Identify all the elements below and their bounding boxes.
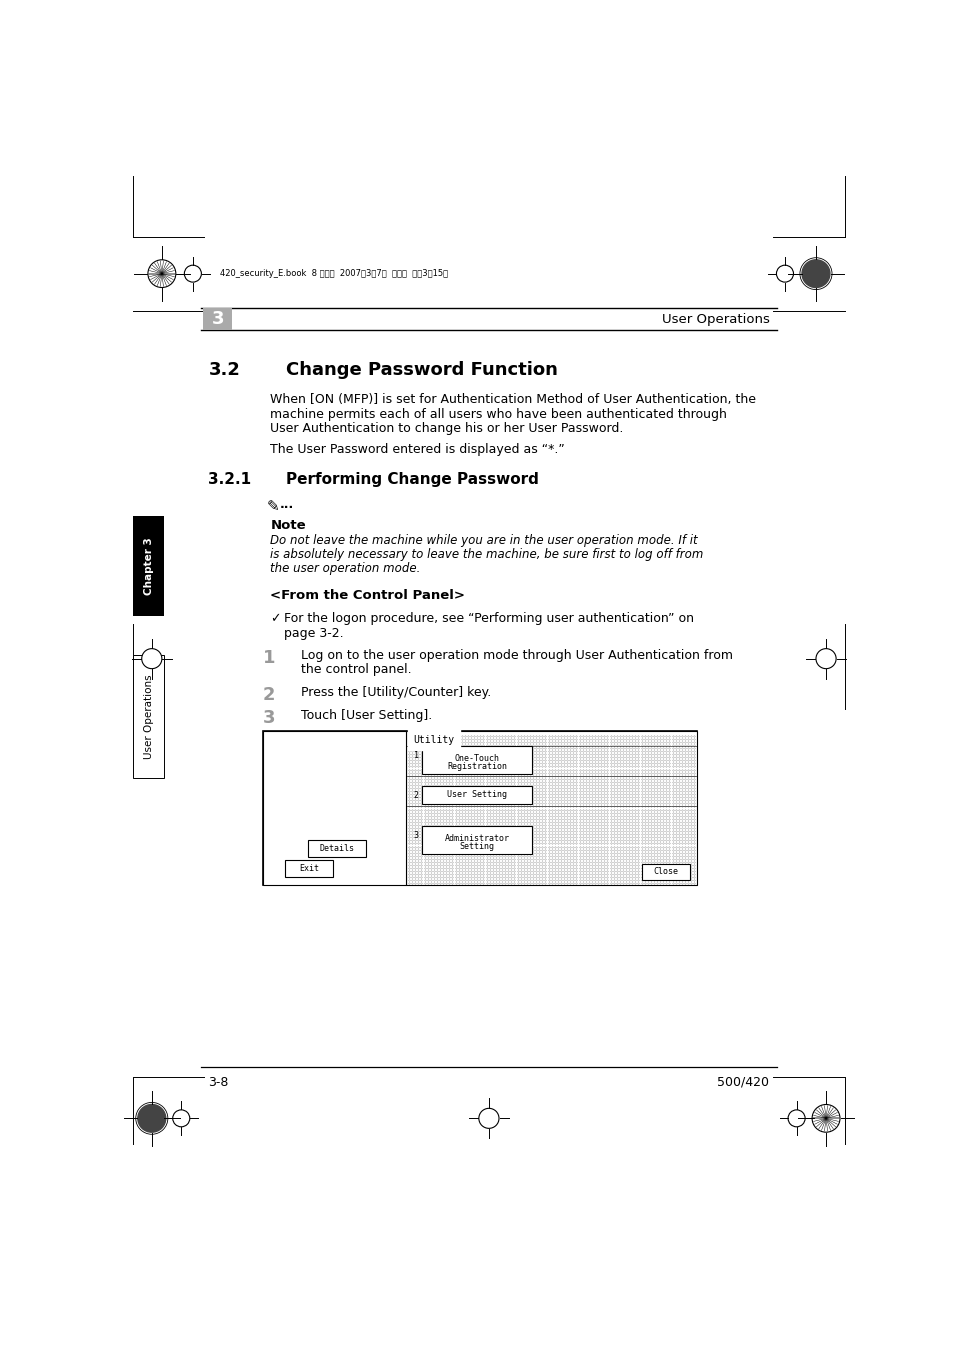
Text: 2: 2 [262,686,274,705]
Text: 26747: 26747 [376,763,399,772]
Bar [406,732,696,886]
Text: Close: Close [653,868,678,876]
Text: No. of Originals: No. of Originals [269,774,342,783]
Text: ✓: ✓ [270,613,280,625]
Circle shape [815,648,835,668]
Circle shape [172,1110,190,1127]
Bar [133,516,164,617]
Text: Space: Space [269,844,292,853]
Circle shape [142,648,162,668]
Text: Chapter 3: Chapter 3 [144,537,153,595]
Text: For the logon procedure, see “Performing user authentication” on: For the logon procedure, see “Performing… [284,613,694,625]
Text: 1: 1 [262,648,274,667]
Circle shape [148,259,175,288]
Text: Log on to the user operation mode through User Authentication from: Log on to the user operation mode throug… [301,648,733,662]
Text: Memory: Memory [269,837,296,845]
FancyBboxPatch shape [285,860,333,876]
Text: Details: Details [319,844,355,853]
Text: Total: Total [269,752,292,761]
Text: Press the [Utility/Counter] key.: Press the [Utility/Counter] key. [301,686,491,699]
Text: 29743: 29743 [376,783,399,792]
FancyBboxPatch shape [422,745,532,774]
Text: Administrator: Administrator [444,834,509,842]
Text: 420_security_E.book  8 ページ  2007年3月7日  水曜日  午後3時15分: 420_security_E.book 8 ページ 2007年3月7日 水曜日 … [220,269,448,278]
Text: 3: 3 [212,310,224,328]
Text: ...: ... [279,498,294,510]
Text: 1: 1 [414,751,418,760]
Text: 2: 2 [414,791,418,801]
Text: the control panel.: the control panel. [301,663,412,676]
FancyBboxPatch shape [308,840,365,856]
Text: User Operations: User Operations [144,674,153,759]
Circle shape [787,1110,804,1127]
Text: is absolutely necessary to leave the machine, be sure first to log off from: is absolutely necessary to leave the mac… [270,548,703,560]
Text: Note: Note [270,518,306,532]
Text: ✎: ✎ [266,500,279,514]
Bar [133,655,164,778]
Text: 11750: 11750 [376,826,399,834]
FancyBboxPatch shape [422,826,532,855]
Text: 3.2: 3.2 [208,360,240,378]
Text: One-Touch: One-Touch [455,753,499,763]
Bar [262,732,406,886]
Circle shape [478,1108,498,1129]
Text: Change Password Function: Change Password Function [286,360,558,378]
Text: 3.2.1: 3.2.1 [208,472,252,487]
Circle shape [776,265,793,282]
Text: machine permits each of all users who have been authenticated through: machine permits each of all users who ha… [270,408,726,421]
Text: Count: Count [269,741,292,751]
Text: 3: 3 [262,710,274,728]
FancyBboxPatch shape [422,786,532,805]
Text: User Setting: User Setting [447,791,507,799]
Text: Performing Change Password: Performing Change Password [286,472,538,487]
Text: Utility: Utility [414,734,455,745]
Circle shape [137,1104,166,1133]
Text: Do not leave the machine while you are in the user operation mode. If it: Do not leave the machine while you are i… [270,533,698,547]
Text: 500/420: 500/420 [717,1076,769,1089]
Circle shape [811,1104,840,1133]
Text: 100 %: 100 % [269,853,292,861]
FancyBboxPatch shape [641,864,689,880]
Text: the user operation mode.: the user operation mode. [270,562,420,575]
Text: User Operations: User Operations [661,313,769,325]
Text: No. of Prints: No. of Prints [269,794,329,803]
Bar [203,308,233,329]
Text: <From the Control Panel>: <From the Control Panel> [270,590,465,602]
Text: When [ON (MFP)] is set for Authentication Method of User Authentication, the: When [ON (MFP)] is set for Authenticatio… [270,393,756,406]
Text: Touch [User Setting].: Touch [User Setting]. [301,710,432,722]
Text: The User Password entered is displayed as “*.”: The User Password entered is displayed a… [270,443,564,456]
Text: Registration: Registration [447,761,507,771]
Text: User Authentication to change his or her User Password.: User Authentication to change his or her… [270,423,623,435]
Circle shape [184,265,201,282]
Text: Setting: Setting [459,841,495,850]
Text: Exit: Exit [299,864,319,873]
Bar [262,732,696,886]
Text: Meter: Meter [269,734,292,744]
Text: page 3-2.: page 3-2. [284,628,344,640]
Text: Total Duplex: Total Duplex [269,815,324,825]
Text: 3: 3 [414,832,418,840]
Circle shape [801,259,829,288]
Text: 3-8: 3-8 [208,1076,229,1089]
Text: 14281: 14281 [376,805,399,813]
